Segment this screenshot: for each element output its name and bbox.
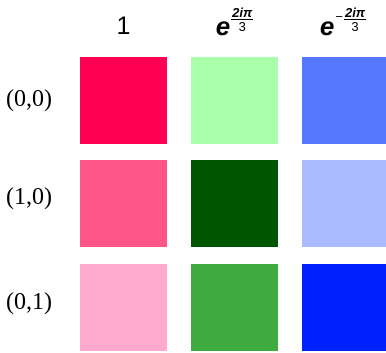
swatch-row0-col1 <box>191 57 278 144</box>
swatch-row1-col1 <box>191 160 278 247</box>
row-label-0-1: (0,1) <box>6 289 52 315</box>
swatch-row0-col0 <box>80 57 167 144</box>
column-header-e-pos: e 2iπ 3 <box>191 6 278 46</box>
column-header-e-neg-exponent: −2iπ 3 <box>335 5 367 34</box>
swatch-row2-col0 <box>80 264 167 351</box>
swatch-row0-col2 <box>302 57 386 144</box>
swatch-row2-col1 <box>191 264 278 351</box>
swatch-row1-col2 <box>302 160 386 247</box>
row-label-1-0: (1,0) <box>6 184 52 210</box>
column-header-e-pos-denominator: 3 <box>238 19 246 34</box>
column-header-e-neg-sign: − <box>335 8 343 24</box>
column-header-e-neg-base: e <box>319 10 335 41</box>
swatch-row1-col0 <box>80 160 167 247</box>
column-header-e-neg: e− 2iπ 3 <box>300 6 386 46</box>
row-label-0-0: (0,0) <box>6 86 52 112</box>
swatch-row2-col2 <box>302 264 386 351</box>
column-header-e-neg-denominator: 3 <box>351 19 359 34</box>
column-header-e-neg-numerator: 2iπ <box>343 5 367 20</box>
column-header-1-label: 1 <box>116 12 131 40</box>
column-header-e-pos-base: e <box>215 10 231 41</box>
column-header-1: 1 <box>80 6 167 46</box>
column-header-e-pos-exponent: 2iπ 3 <box>231 5 254 34</box>
column-header-e-pos-numerator: 2iπ <box>231 5 254 20</box>
